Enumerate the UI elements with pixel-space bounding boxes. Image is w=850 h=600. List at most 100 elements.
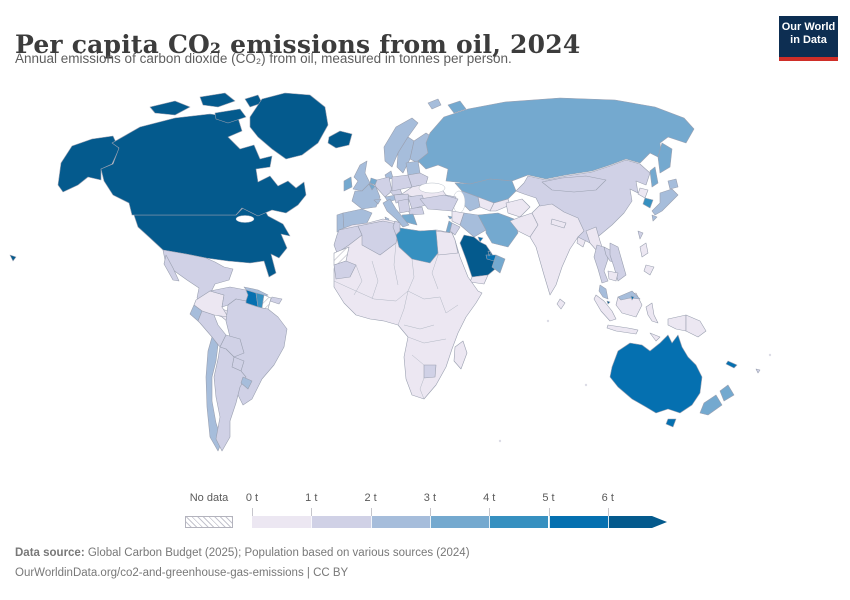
legend-bin-4[interactable]: [489, 516, 549, 528]
country-kuwait[interactable]: [477, 236, 484, 243]
page-subtitle: Annual emissions of carbon dioxide (CO₂)…: [15, 51, 512, 66]
owid-logo[interactable]: Our World in Data: [779, 16, 838, 61]
country-canada-arctic-1[interactable]: [149, 100, 191, 116]
region-kyrgyzstan-tajikistan[interactable]: [489, 198, 511, 212]
country-new-caledonia[interactable]: [725, 360, 738, 369]
country-uruguay[interactable]: [240, 376, 253, 390]
legend-bin-3[interactable]: [429, 516, 490, 528]
country-papua-new-guinea[interactable]: [685, 314, 707, 338]
legend-arrow: [651, 516, 667, 528]
country-greenland[interactable]: [249, 92, 329, 160]
legend-no-data-swatch[interactable]: [185, 516, 233, 528]
country-qatar[interactable]: [487, 250, 492, 257]
country-new-zealand-north[interactable]: [719, 384, 735, 402]
region-western-balkans[interactable]: [397, 198, 411, 214]
legend-bin-1[interactable]: [311, 516, 371, 528]
legend-tick-0: [252, 508, 253, 516]
footer-source-text: Global Carbon Budget (2025); Population …: [84, 547, 470, 559]
country-philippines-luzon[interactable]: [639, 242, 649, 258]
country-taiwan[interactable]: [637, 230, 644, 240]
country-new-zealand-south[interactable]: [699, 394, 723, 416]
country-japan-hokkaido[interactable]: [667, 178, 679, 190]
map-legend: No data 0 t 1 t 2 t 3 t 4 t 5 t 6 t: [0, 492, 850, 532]
country-south-korea[interactable]: [642, 197, 654, 209]
country-japan-kyushu[interactable]: [651, 214, 658, 222]
owid-logo-line2: in Data: [790, 34, 827, 46]
legend-tick-label-0: 0 t: [245, 492, 259, 504]
legend-tick-5: [548, 508, 550, 516]
country-australia-tasmania[interactable]: [665, 418, 677, 428]
legend-tick-label-1: 1 t: [305, 492, 318, 504]
black-sea: [418, 182, 446, 194]
legend-tick-1: [311, 508, 313, 516]
country-switzerland[interactable]: [373, 198, 382, 205]
country-russia[interactable]: [417, 97, 695, 185]
country-belgium[interactable]: [368, 183, 376, 191]
country-indonesia-sumatra[interactable]: [593, 294, 617, 322]
country-russia-novaya-zemlya[interactable]: [447, 100, 467, 114]
country-turkey[interactable]: [419, 194, 459, 212]
country-belarus[interactable]: [407, 172, 429, 188]
country-canada-arctic-3[interactable]: [214, 108, 247, 124]
country-indonesia-timor[interactable]: [649, 332, 661, 342]
country-malaysia-borneo[interactable]: [617, 290, 641, 301]
country-united-states-hawaii[interactable]: [9, 254, 17, 262]
legend-tick-6: [607, 508, 609, 516]
country-afghanistan[interactable]: [505, 198, 531, 218]
country-malaysia-peninsula[interactable]: [598, 284, 609, 300]
country-oman[interactable]: [491, 254, 506, 274]
footer-link[interactable]: OurWorldinData.org/co2-and-greenhouse-ga…: [15, 567, 349, 579]
legend-tick-label-6: 6 t: [601, 492, 614, 504]
country-argentina[interactable]: [213, 346, 247, 452]
country-russia-kamchatka[interactable]: [657, 142, 673, 174]
legend-tick-3: [429, 508, 431, 516]
country-indonesia-java[interactable]: [606, 324, 639, 335]
country-ireland[interactable]: [343, 176, 353, 192]
country-indonesia-papua[interactable]: [667, 314, 687, 332]
country-united-states-alaska[interactable]: [57, 135, 120, 193]
country-mexico-baja[interactable]: [163, 254, 180, 282]
country-singapore[interactable]: [606, 300, 611, 305]
country-madagascar[interactable]: [453, 340, 468, 370]
country-indonesia-sulawesi[interactable]: [645, 302, 659, 324]
country-iceland[interactable]: [327, 130, 353, 149]
country-poland[interactable]: [391, 174, 413, 192]
legend-bin-0[interactable]: [252, 516, 312, 528]
legend-tick-label-4: 4 t: [483, 492, 496, 504]
country-iran[interactable]: [477, 212, 519, 248]
country-russia-sakhalin[interactable]: [649, 166, 659, 188]
country-vietnam[interactable]: [609, 242, 627, 282]
country-fiji[interactable]: [755, 368, 761, 374]
country-nepal[interactable]: [550, 218, 567, 229]
country-canada[interactable]: [100, 113, 307, 217]
country-svalbard[interactable]: [427, 98, 442, 110]
country-botswana[interactable]: [423, 364, 437, 379]
legend-bin-6[interactable]: [607, 516, 652, 528]
country-bulgaria[interactable]: [407, 206, 425, 216]
region-baltic-states[interactable]: [405, 160, 421, 176]
country-mauritania[interactable]: [333, 260, 357, 280]
country-france[interactable]: [351, 182, 381, 210]
country-uae[interactable]: [485, 254, 497, 262]
small-islands: [498, 319, 772, 443]
country-sri-lanka[interactable]: [556, 298, 566, 310]
country-jordan[interactable]: [449, 222, 461, 236]
country-libya[interactable]: [395, 227, 439, 264]
owid-logo-line1: Our World: [781, 21, 836, 33]
country-italy[interactable]: [382, 198, 410, 228]
legend-bin-5[interactable]: [548, 516, 608, 528]
country-australia[interactable]: [609, 334, 703, 414]
legend-tick-label-5: 5 t: [542, 492, 555, 504]
country-mongolia[interactable]: [541, 175, 607, 193]
country-north-korea[interactable]: [637, 187, 649, 199]
legend-bin-2[interactable]: [370, 516, 430, 528]
country-cambodia[interactable]: [607, 270, 619, 282]
country-japan-honshu[interactable]: [651, 188, 679, 216]
country-canada-arctic-2[interactable]: [199, 92, 236, 108]
legend-tick-label-2: 2 t: [364, 492, 377, 504]
country-iraq[interactable]: [459, 212, 487, 238]
country-hispaniola[interactable]: [269, 296, 283, 305]
country-brunei[interactable]: [630, 295, 635, 301]
country-philippines-mindanao[interactable]: [643, 264, 655, 276]
